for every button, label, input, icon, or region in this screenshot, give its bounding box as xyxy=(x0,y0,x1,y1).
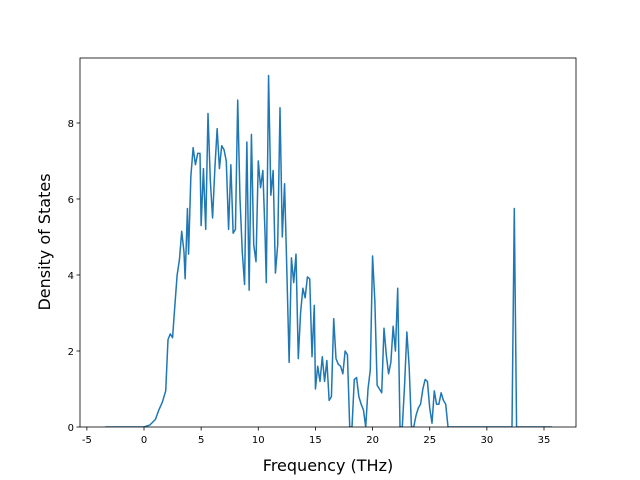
x-tick-label: 15 xyxy=(309,435,322,446)
x-tick-label: 0 xyxy=(141,435,147,446)
y-axis-label: Density of States xyxy=(35,173,54,310)
plot-frame xyxy=(79,57,577,428)
x-tick-label: 5 xyxy=(198,435,204,446)
x-tick-label: -5 xyxy=(82,435,92,446)
y-tick-label: 2 xyxy=(68,347,74,358)
y-tick-label: 0 xyxy=(68,423,74,434)
x-tick-label: 25 xyxy=(423,435,436,446)
y-tick-label: 6 xyxy=(68,195,74,206)
x-tick-label: 10 xyxy=(252,435,265,446)
x-tick-label: 35 xyxy=(538,435,551,446)
x-axis-label: Frequency (THz) xyxy=(263,456,393,475)
x-tick-label: 20 xyxy=(366,435,379,446)
y-tick-label: 8 xyxy=(68,119,74,130)
x-tick-label: 30 xyxy=(480,435,493,446)
y-tick-label: 4 xyxy=(68,271,74,282)
dos-line xyxy=(105,74,552,427)
